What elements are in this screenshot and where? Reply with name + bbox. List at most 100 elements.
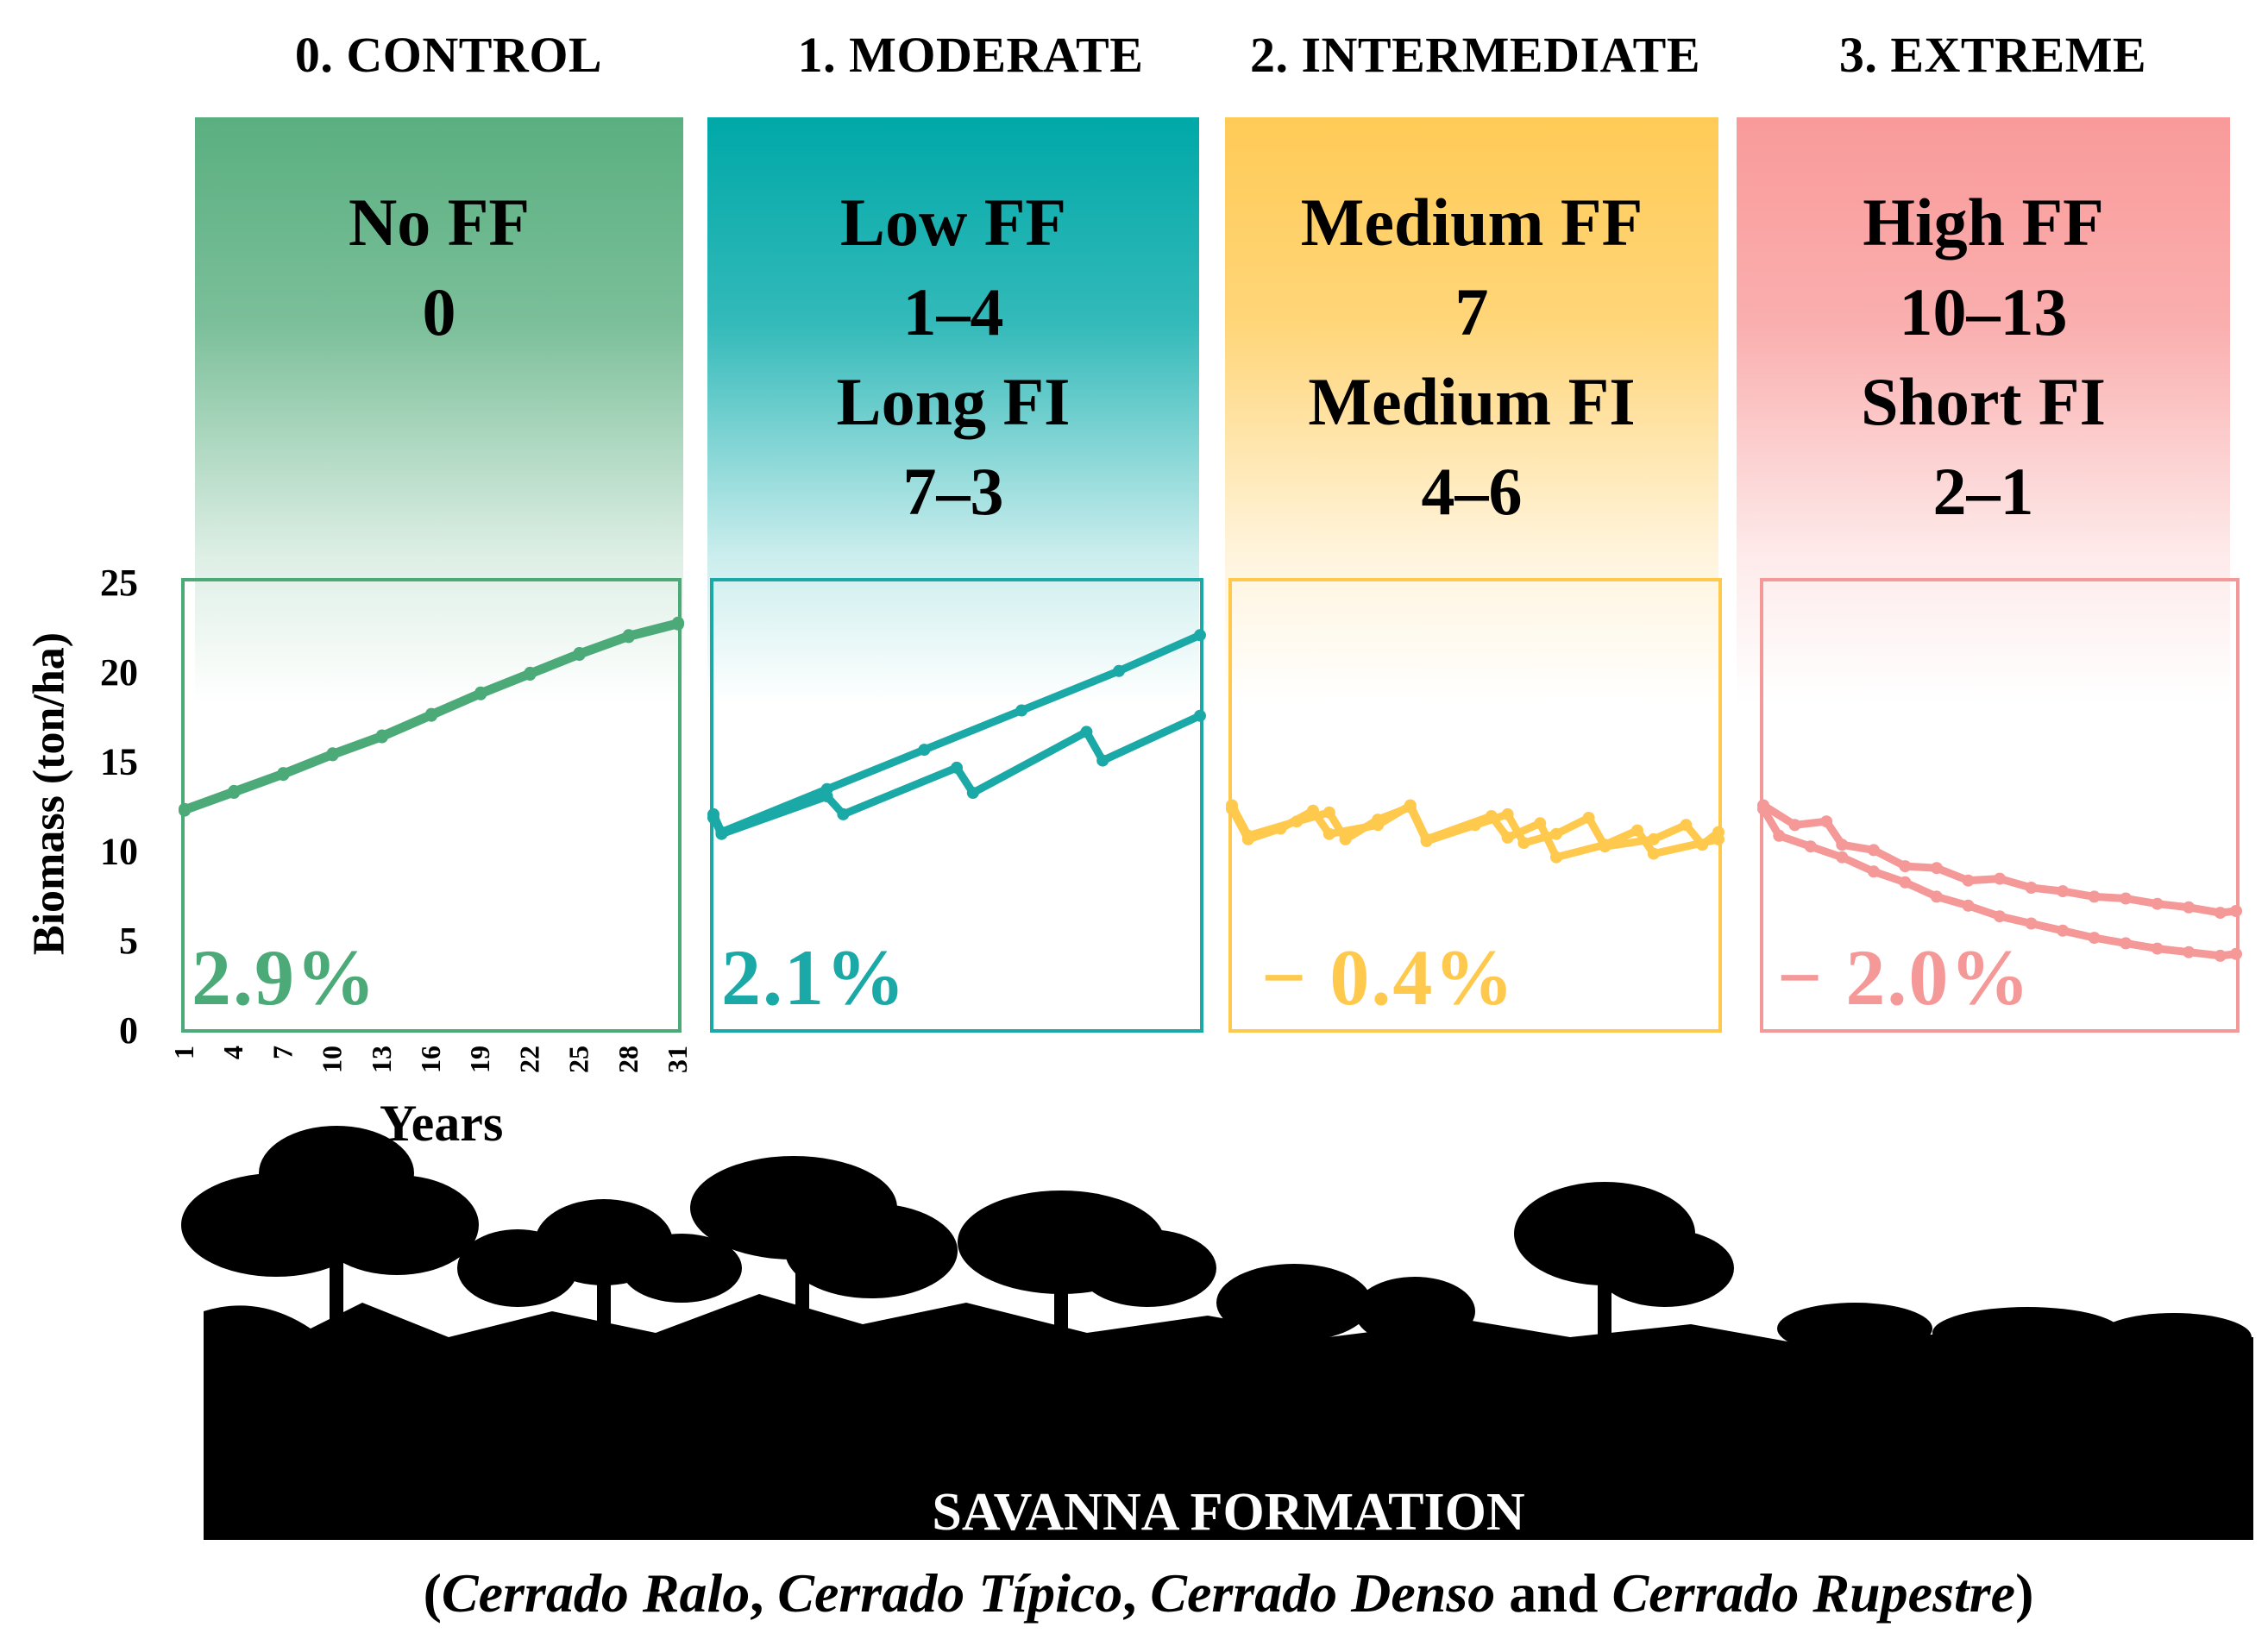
- data-point: [1994, 910, 2006, 923]
- x-tick-label: 4: [217, 1046, 248, 1059]
- y-tick-label: 5: [119, 920, 138, 962]
- data-point: [715, 827, 728, 840]
- data-point: [474, 688, 487, 700]
- banner-extreme-text: High FF 10–13 Short FI 2–1: [1737, 178, 2230, 537]
- data-point: [1080, 726, 1093, 738]
- data-point: [2120, 892, 2133, 905]
- x-tick-label: 13: [366, 1046, 397, 1073]
- data-point: [1757, 802, 1769, 815]
- scenario-title-moderate: 1. MODERATE: [797, 27, 1144, 83]
- data-point: [2120, 937, 2133, 950]
- data-point: [1307, 804, 1319, 817]
- data-point: [1517, 837, 1530, 850]
- x-tick-label: 7: [267, 1046, 298, 1059]
- x-tick-label: 28: [613, 1046, 644, 1073]
- banner-intermediate-text: Medium FF 7 Medium FI 4–6: [1225, 178, 1718, 537]
- data-point: [1647, 847, 1660, 860]
- banner-moderate-text: Low FF 1–4 Long FI 7–3: [707, 178, 1199, 537]
- data-point: [1788, 819, 1801, 832]
- data-point: [672, 618, 684, 631]
- data-point: [1962, 874, 1975, 887]
- data-point: [1226, 802, 1238, 815]
- fi-label: Medium FI: [1308, 364, 1636, 439]
- data-point: [2183, 901, 2196, 914]
- data-point: [1550, 827, 1562, 840]
- data-point: [1322, 806, 1335, 819]
- data-point: [1962, 899, 1975, 912]
- data-point: [1550, 851, 1562, 864]
- fi-value: 7–3: [902, 454, 1004, 529]
- data-point: [1241, 832, 1254, 845]
- data-point: [1274, 822, 1287, 835]
- data-point: [1867, 844, 1880, 857]
- data-point: [425, 709, 437, 722]
- data-point: [573, 649, 586, 662]
- data-point: [524, 669, 537, 681]
- x-tick-label: 19: [464, 1046, 495, 1073]
- banner-extreme: High FF 10–13 Short FI 2–1: [1737, 117, 2230, 704]
- data-point: [2151, 897, 2164, 910]
- ground-band: [204, 1367, 2253, 1540]
- data-point: [2057, 924, 2070, 937]
- x-tick-label: 22: [513, 1046, 544, 1073]
- data-point: [2025, 917, 2038, 930]
- x-tick-label: 10: [317, 1046, 348, 1073]
- rate-control: 2.9%: [192, 933, 377, 1021]
- data-point: [1930, 890, 1943, 903]
- fi-value: 2–1: [1932, 454, 2034, 529]
- data-point: [1372, 819, 1385, 832]
- data-point: [1501, 831, 1514, 844]
- data-point: [1899, 876, 1912, 889]
- y-tick-label: 25: [100, 562, 138, 604]
- data-point: [1534, 817, 1547, 830]
- banner-intermediate: Medium FF 7 Medium FI 4–6: [1225, 117, 1718, 704]
- caption-denso: Cerrado Denso: [1150, 1562, 1496, 1624]
- data-point: [1113, 664, 1125, 677]
- data-point: [2057, 885, 2070, 898]
- caption-close: ): [2015, 1562, 2034, 1624]
- data-point: [1599, 839, 1611, 851]
- data-point: [277, 769, 290, 782]
- y-tick-label: 0: [119, 1009, 138, 1052]
- ff-value: 0: [422, 274, 456, 349]
- data-point: [1680, 819, 1693, 832]
- data-point: [326, 749, 339, 762]
- data-point: [820, 790, 833, 803]
- x-tick-label: 16: [415, 1046, 446, 1073]
- data-point: [1899, 860, 1912, 873]
- data-point: [1194, 629, 1206, 642]
- data-point: [1631, 824, 1643, 837]
- tree-canopies: [181, 1126, 2252, 1361]
- data-point: [1404, 799, 1417, 812]
- ff-value: 10–13: [1899, 274, 2068, 349]
- data-point: [1804, 840, 1817, 853]
- caption-tipico: Cerrado Típico: [777, 1562, 1123, 1624]
- data-point: [837, 807, 850, 820]
- data-point: [2088, 932, 2101, 945]
- ff-value: 7: [1454, 274, 1489, 349]
- fi-label: Long FI: [836, 364, 1071, 439]
- x-tick-label: 25: [563, 1046, 594, 1073]
- rate-moderate: 2.1%: [721, 933, 907, 1021]
- data-point: [2183, 946, 2196, 958]
- scenario-title-intermediate: 2. INTERMEDIATE: [1249, 27, 1701, 83]
- ff-label: Medium FF: [1300, 185, 1643, 260]
- y-tick-label: 20: [100, 651, 138, 694]
- data-point: [1339, 832, 1352, 845]
- banner-control: No FF 0: [195, 117, 683, 704]
- data-point: [707, 812, 719, 824]
- banner-control-text: No FF 0: [195, 178, 683, 357]
- data-point: [2088, 890, 2101, 903]
- data-point: [2230, 947, 2242, 960]
- banner-moderate: Low FF 1–4 Long FI 7–3: [707, 117, 1199, 704]
- rate-extreme: − 2.0%: [1777, 933, 2032, 1021]
- data-point: [1582, 812, 1595, 824]
- data-point: [1867, 865, 1880, 878]
- data-point: [1015, 704, 1028, 717]
- data-point: [1836, 851, 1849, 864]
- x-tick-label: 31: [662, 1046, 693, 1073]
- caption-sep: ,: [1122, 1562, 1151, 1624]
- scenario-title-extreme: 3. EXTREME: [1838, 27, 2147, 83]
